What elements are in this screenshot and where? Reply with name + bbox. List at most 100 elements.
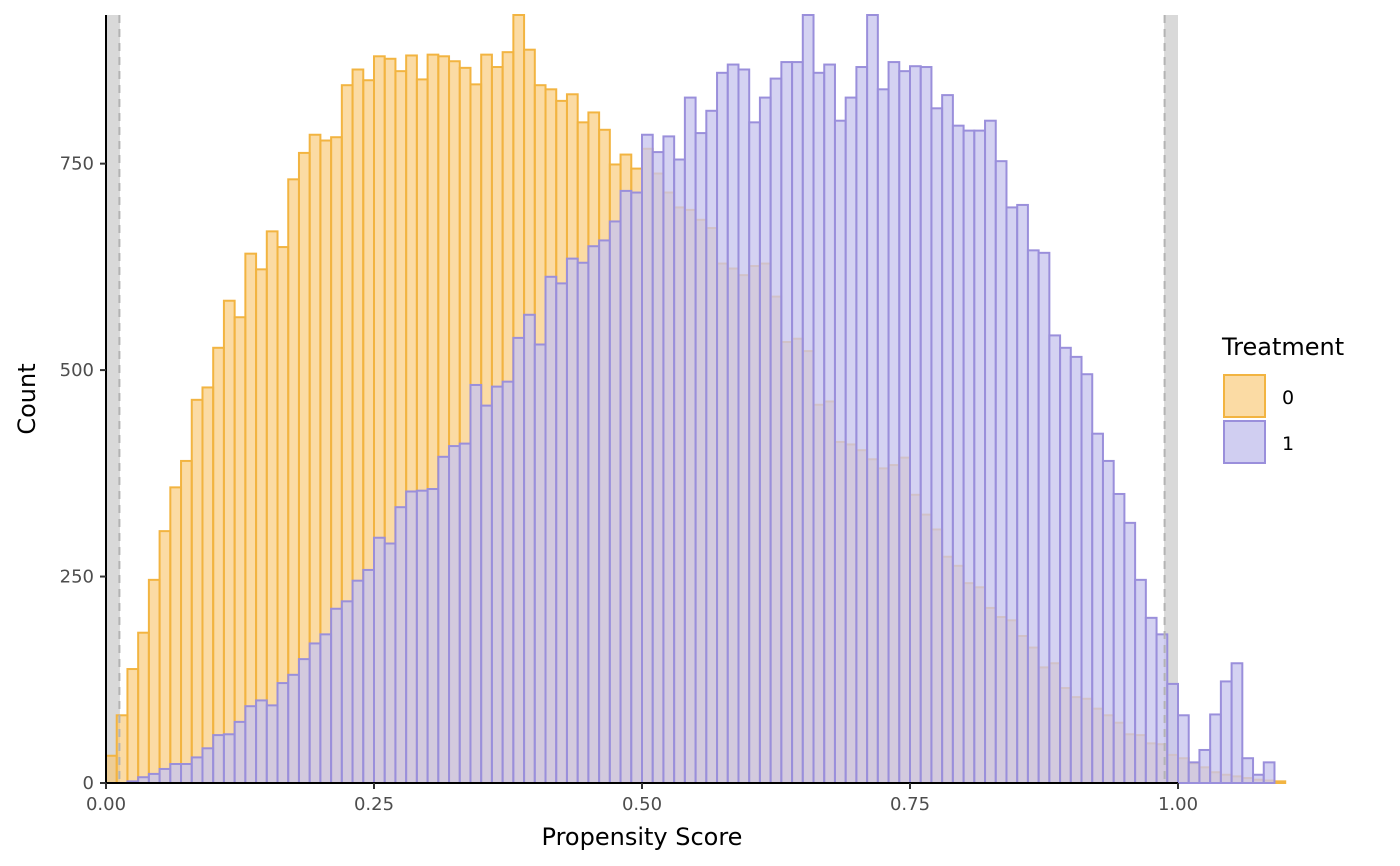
series-0-bar bbox=[244, 252, 258, 784]
series-1-bar bbox=[201, 747, 215, 784]
series-1-bar bbox=[1219, 680, 1233, 784]
series-1-bar bbox=[726, 63, 740, 784]
series-1-bar bbox=[448, 445, 461, 784]
series-1-bar bbox=[330, 607, 343, 784]
trim-lines bbox=[118, 15, 1166, 783]
legend-key-1 bbox=[1223, 420, 1266, 464]
series-1-bar bbox=[469, 383, 483, 784]
trim-band-upper bbox=[1164, 15, 1178, 783]
series-1-bar bbox=[1037, 251, 1051, 784]
series-1-bars bbox=[126, 14, 1276, 785]
series-1-bar bbox=[426, 488, 440, 784]
series-1-bar bbox=[855, 66, 869, 784]
series-0-bar bbox=[201, 386, 215, 784]
series-1-bar bbox=[737, 68, 751, 784]
series-1-bar bbox=[716, 71, 729, 784]
series-1-bar bbox=[1091, 432, 1104, 784]
series-1-bar bbox=[244, 705, 258, 785]
series-1-bar bbox=[1262, 761, 1276, 785]
series-1-bar bbox=[458, 442, 472, 784]
series-1-bar bbox=[415, 489, 429, 784]
series-0-bar bbox=[222, 299, 236, 784]
series-1-bar bbox=[1252, 773, 1265, 785]
series-1-bar bbox=[587, 245, 601, 784]
series-1-bar bbox=[801, 14, 815, 784]
series-1-bar bbox=[1026, 249, 1040, 784]
series-0-bar bbox=[137, 631, 150, 785]
series-1-bar bbox=[630, 191, 644, 784]
series-1-bar bbox=[844, 96, 858, 785]
series-1-bar bbox=[158, 767, 172, 785]
series-1-bar bbox=[823, 63, 836, 784]
x-axis-title: Propensity Score bbox=[542, 823, 743, 851]
series-1-bar bbox=[555, 282, 568, 784]
series-1-bar bbox=[1080, 373, 1094, 784]
series-1-bar bbox=[501, 380, 515, 784]
series-1-bar bbox=[394, 506, 408, 784]
series-1-bar bbox=[1187, 761, 1201, 785]
series-0-bar bbox=[126, 668, 140, 784]
series-1-bar bbox=[1069, 355, 1083, 784]
series-1-bar bbox=[1241, 757, 1255, 785]
y-axis-title: Count bbox=[13, 363, 41, 434]
series-1-bar bbox=[973, 129, 987, 784]
series-1-bar bbox=[437, 455, 451, 784]
series-1-bar bbox=[984, 119, 997, 784]
series-1-bar bbox=[641, 133, 654, 784]
y-tick-label: 750 bbox=[60, 154, 94, 175]
series-0-bar bbox=[1273, 780, 1287, 785]
series-0-bar bbox=[169, 486, 183, 784]
series-1-bar bbox=[276, 682, 290, 784]
series-1-bar bbox=[523, 313, 536, 784]
series-1-bar bbox=[1134, 578, 1147, 785]
series-1-bar bbox=[1177, 714, 1190, 784]
series-1-bar bbox=[533, 343, 547, 784]
series-1-bar bbox=[1101, 459, 1115, 784]
series-1-bar bbox=[565, 257, 579, 784]
y-tick-label: 500 bbox=[60, 360, 94, 381]
series-1-bar bbox=[1005, 206, 1019, 784]
legend-key-0 bbox=[1223, 374, 1266, 418]
series-0-bar bbox=[105, 754, 118, 785]
series-1-bar bbox=[791, 61, 804, 784]
series-1-bar bbox=[1155, 633, 1169, 785]
series-1-bar bbox=[941, 94, 954, 785]
series-1-bar bbox=[297, 658, 311, 784]
x-tick-label: 1.00 bbox=[1158, 794, 1198, 815]
series-1-bar bbox=[265, 704, 279, 785]
series-1-bar bbox=[619, 189, 633, 784]
series-1-bar bbox=[866, 14, 879, 784]
trim-bands bbox=[106, 15, 1178, 783]
series-1-bar bbox=[287, 673, 300, 784]
series-1-bar bbox=[919, 66, 933, 784]
series-1-bar bbox=[362, 568, 375, 785]
series-1-bar bbox=[1166, 682, 1180, 784]
series-1-bar bbox=[812, 71, 826, 784]
series-1-bar bbox=[190, 756, 204, 785]
series-1-bar bbox=[1016, 203, 1029, 784]
y-tick-label: 0 bbox=[83, 773, 94, 794]
series-1-bar bbox=[212, 734, 225, 784]
legend-label-0: 0 bbox=[1282, 387, 1294, 409]
series-1-bar bbox=[780, 61, 794, 784]
series-1-bar bbox=[180, 763, 193, 785]
series-1-bar bbox=[147, 772, 161, 785]
series-1-bar bbox=[608, 220, 622, 785]
series-1-bar bbox=[405, 490, 418, 784]
legend-title: Treatment bbox=[1221, 333, 1344, 361]
series-1-bar bbox=[951, 124, 965, 784]
series-1-bar bbox=[1144, 616, 1158, 784]
series-1-bar bbox=[1123, 521, 1137, 784]
series-0-bar bbox=[180, 459, 193, 784]
series-1-bar bbox=[169, 763, 183, 785]
y-ticks: 0 250 500 750 bbox=[60, 154, 106, 794]
series-0-bar bbox=[115, 714, 129, 784]
series-1-bar bbox=[758, 96, 772, 785]
series-1-bar bbox=[662, 135, 676, 784]
series-1-bar bbox=[930, 107, 944, 785]
series-1-bar bbox=[512, 336, 526, 784]
series-1-bar bbox=[876, 88, 890, 785]
x-ticks: 0.00 0.25 0.50 0.75 1.00 bbox=[86, 783, 1198, 815]
series-1-bar bbox=[576, 261, 590, 784]
